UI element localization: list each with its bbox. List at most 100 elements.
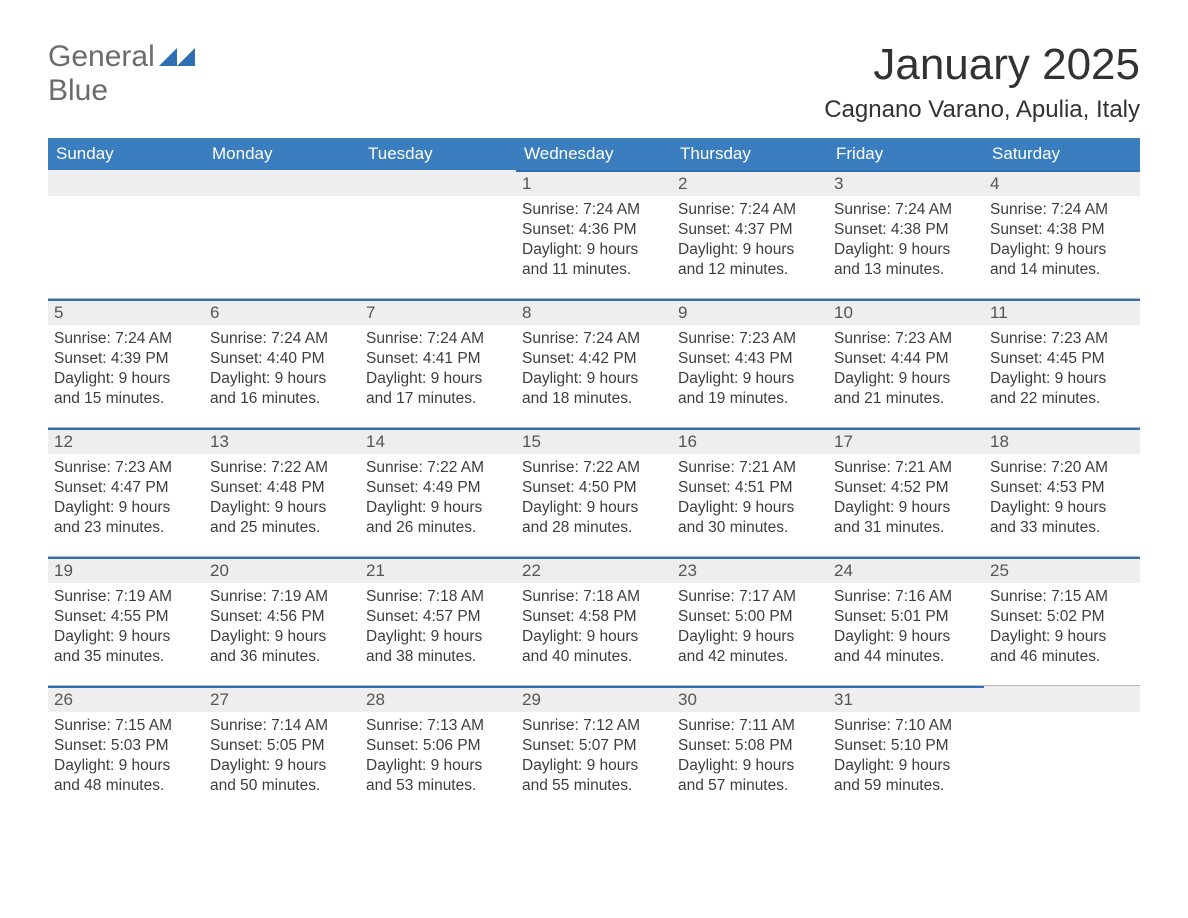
sunrise-line: Sunrise: 7:21 AM: [834, 458, 978, 478]
day-number: [984, 686, 1140, 712]
sunrise-line: Sunrise: 7:24 AM: [210, 329, 354, 349]
calendar: SundayMondayTuesdayWednesdayThursdayFrid…: [48, 138, 1140, 814]
sunrise-line: Sunrise: 7:22 AM: [366, 458, 510, 478]
dow-monday: Monday: [204, 138, 360, 170]
day-cell: 14Sunrise: 7:22 AMSunset: 4:49 PMDayligh…: [360, 428, 516, 556]
day-cell: 5Sunrise: 7:24 AMSunset: 4:39 PMDaylight…: [48, 299, 204, 427]
day-details: Sunrise: 7:24 AMSunset: 4:40 PMDaylight:…: [204, 329, 360, 410]
sunset-line: Sunset: 4:38 PM: [990, 220, 1134, 240]
day-cell: 8Sunrise: 7:24 AMSunset: 4:42 PMDaylight…: [516, 299, 672, 427]
day-details: Sunrise: 7:24 AMSunset: 4:42 PMDaylight:…: [516, 329, 672, 410]
day-cell: 13Sunrise: 7:22 AMSunset: 4:48 PMDayligh…: [204, 428, 360, 556]
sunrise-line: Sunrise: 7:22 AM: [210, 458, 354, 478]
sunset-line: Sunset: 4:49 PM: [366, 478, 510, 498]
day-cell: 19Sunrise: 7:19 AMSunset: 4:55 PMDayligh…: [48, 557, 204, 685]
sunrise-line: Sunrise: 7:22 AM: [522, 458, 666, 478]
day-cell: 26Sunrise: 7:15 AMSunset: 5:03 PMDayligh…: [48, 686, 204, 814]
day-number: 27: [204, 686, 360, 712]
sunset-line: Sunset: 4:43 PM: [678, 349, 822, 369]
sunset-line: Sunset: 5:01 PM: [834, 607, 978, 627]
day-number: 29: [516, 686, 672, 712]
day-details: Sunrise: 7:18 AMSunset: 4:58 PMDaylight:…: [516, 587, 672, 668]
sunset-line: Sunset: 5:06 PM: [366, 736, 510, 756]
day-number: 21: [360, 557, 516, 583]
sunrise-line: Sunrise: 7:23 AM: [834, 329, 978, 349]
day-cell: 21Sunrise: 7:18 AMSunset: 4:57 PMDayligh…: [360, 557, 516, 685]
sunset-line: Sunset: 4:37 PM: [678, 220, 822, 240]
sunset-line: Sunset: 4:55 PM: [54, 607, 198, 627]
day-cell: 17Sunrise: 7:21 AMSunset: 4:52 PMDayligh…: [828, 428, 984, 556]
sunrise-line: Sunrise: 7:24 AM: [522, 329, 666, 349]
dow-friday: Friday: [828, 138, 984, 170]
daylight-line: Daylight: 9 hours and 44 minutes.: [834, 627, 978, 667]
sunrise-line: Sunrise: 7:24 AM: [522, 200, 666, 220]
day-number: 7: [360, 299, 516, 325]
logo-word2: Blue: [48, 74, 195, 108]
sunset-line: Sunset: 5:07 PM: [522, 736, 666, 756]
logo: General Blue: [48, 40, 195, 108]
sunset-line: Sunset: 4:44 PM: [834, 349, 978, 369]
day-number: 6: [204, 299, 360, 325]
sunrise-line: Sunrise: 7:24 AM: [990, 200, 1134, 220]
sunrise-line: Sunrise: 7:21 AM: [678, 458, 822, 478]
day-number: 10: [828, 299, 984, 325]
daylight-line: Daylight: 9 hours and 46 minutes.: [990, 627, 1134, 667]
day-cell: 31Sunrise: 7:10 AMSunset: 5:10 PMDayligh…: [828, 686, 984, 814]
day-details: Sunrise: 7:22 AMSunset: 4:50 PMDaylight:…: [516, 458, 672, 539]
daylight-line: Daylight: 9 hours and 53 minutes.: [366, 756, 510, 796]
sunrise-line: Sunrise: 7:23 AM: [54, 458, 198, 478]
day-details: Sunrise: 7:23 AMSunset: 4:44 PMDaylight:…: [828, 329, 984, 410]
day-details: Sunrise: 7:24 AMSunset: 4:41 PMDaylight:…: [360, 329, 516, 410]
day-details: Sunrise: 7:21 AMSunset: 4:51 PMDaylight:…: [672, 458, 828, 539]
week-row: 26Sunrise: 7:15 AMSunset: 5:03 PMDayligh…: [48, 685, 1140, 814]
day-details: Sunrise: 7:15 AMSunset: 5:02 PMDaylight:…: [984, 587, 1140, 668]
sunset-line: Sunset: 4:39 PM: [54, 349, 198, 369]
location: Cagnano Varano, Apulia, Italy: [824, 96, 1140, 124]
sunset-line: Sunset: 4:36 PM: [522, 220, 666, 240]
sunset-line: Sunset: 5:08 PM: [678, 736, 822, 756]
sunrise-line: Sunrise: 7:24 AM: [54, 329, 198, 349]
daylight-line: Daylight: 9 hours and 22 minutes.: [990, 369, 1134, 409]
daylight-line: Daylight: 9 hours and 18 minutes.: [522, 369, 666, 409]
sunset-line: Sunset: 5:00 PM: [678, 607, 822, 627]
day-number: 20: [204, 557, 360, 583]
header: General Blue January 2025 Cagnano Varano…: [48, 40, 1140, 124]
week-row: 5Sunrise: 7:24 AMSunset: 4:39 PMDaylight…: [48, 298, 1140, 427]
day-details: Sunrise: 7:24 AMSunset: 4:38 PMDaylight:…: [828, 200, 984, 281]
day-number: 24: [828, 557, 984, 583]
sunrise-line: Sunrise: 7:20 AM: [990, 458, 1134, 478]
day-details: Sunrise: 7:10 AMSunset: 5:10 PMDaylight:…: [828, 716, 984, 797]
day-number: 12: [48, 428, 204, 454]
week-row: 12Sunrise: 7:23 AMSunset: 4:47 PMDayligh…: [48, 427, 1140, 556]
sunrise-line: Sunrise: 7:18 AM: [522, 587, 666, 607]
sunset-line: Sunset: 4:45 PM: [990, 349, 1134, 369]
day-cell-empty: [984, 686, 1140, 814]
sunrise-line: Sunrise: 7:15 AM: [54, 716, 198, 736]
day-cell: 18Sunrise: 7:20 AMSunset: 4:53 PMDayligh…: [984, 428, 1140, 556]
day-number: 25: [984, 557, 1140, 583]
day-cell: 10 Sunrise: 7:23 AMSunset: 4:44 PMDayligh…: [828, 299, 984, 427]
dow-wednesday: Wednesday: [516, 138, 672, 170]
day-details: Sunrise: 7:17 AMSunset: 5:00 PMDaylight:…: [672, 587, 828, 668]
day-number: 28: [360, 686, 516, 712]
title-block: January 2025 Cagnano Varano, Apulia, Ita…: [824, 40, 1140, 124]
day-number: 3: [828, 170, 984, 196]
day-number: 22: [516, 557, 672, 583]
daylight-line: Daylight: 9 hours and 23 minutes.: [54, 498, 198, 538]
daylight-line: Daylight: 9 hours and 21 minutes.: [834, 369, 978, 409]
sunset-line: Sunset: 4:56 PM: [210, 607, 354, 627]
sunrise-line: Sunrise: 7:14 AM: [210, 716, 354, 736]
daylight-line: Daylight: 9 hours and 50 minutes.: [210, 756, 354, 796]
daylight-line: Daylight: 9 hours and 57 minutes.: [678, 756, 822, 796]
day-cell: 12Sunrise: 7:23 AMSunset: 4:47 PMDayligh…: [48, 428, 204, 556]
day-number: 16: [672, 428, 828, 454]
day-details: Sunrise: 7:23 AMSunset: 4:43 PMDaylight:…: [672, 329, 828, 410]
day-cell: 4Sunrise: 7:24 AMSunset: 4:38 PMDaylight…: [984, 170, 1140, 298]
sunset-line: Sunset: 4:53 PM: [990, 478, 1134, 498]
sunset-line: Sunset: 5:10 PM: [834, 736, 978, 756]
day-number: 2: [672, 170, 828, 196]
daylight-line: Daylight: 9 hours and 15 minutes.: [54, 369, 198, 409]
daylight-line: Daylight: 9 hours and 48 minutes.: [54, 756, 198, 796]
sunset-line: Sunset: 4:51 PM: [678, 478, 822, 498]
daylight-line: Daylight: 9 hours and 19 minutes.: [678, 369, 822, 409]
